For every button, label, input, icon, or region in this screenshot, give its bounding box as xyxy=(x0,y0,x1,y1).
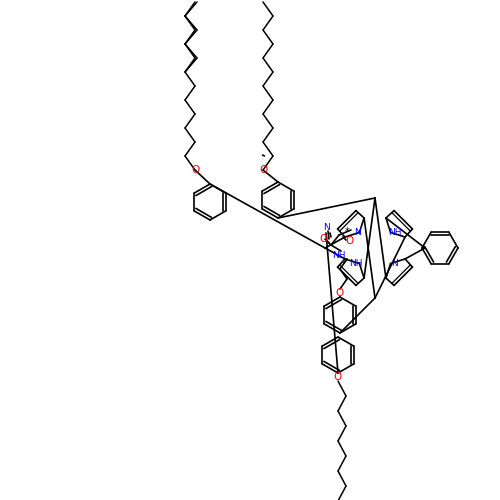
Text: N: N xyxy=(391,259,398,268)
Text: NH: NH xyxy=(332,250,346,260)
Text: N: N xyxy=(354,228,361,237)
Text: O: O xyxy=(319,234,327,244)
Text: NH: NH xyxy=(348,259,362,268)
Text: *: * xyxy=(344,227,350,237)
Text: N: N xyxy=(322,222,330,232)
Text: NH: NH xyxy=(388,228,402,237)
Text: O: O xyxy=(191,165,199,175)
Text: O: O xyxy=(336,288,344,298)
Text: O: O xyxy=(345,236,353,246)
Text: O: O xyxy=(334,372,342,382)
Text: O: O xyxy=(259,165,267,175)
